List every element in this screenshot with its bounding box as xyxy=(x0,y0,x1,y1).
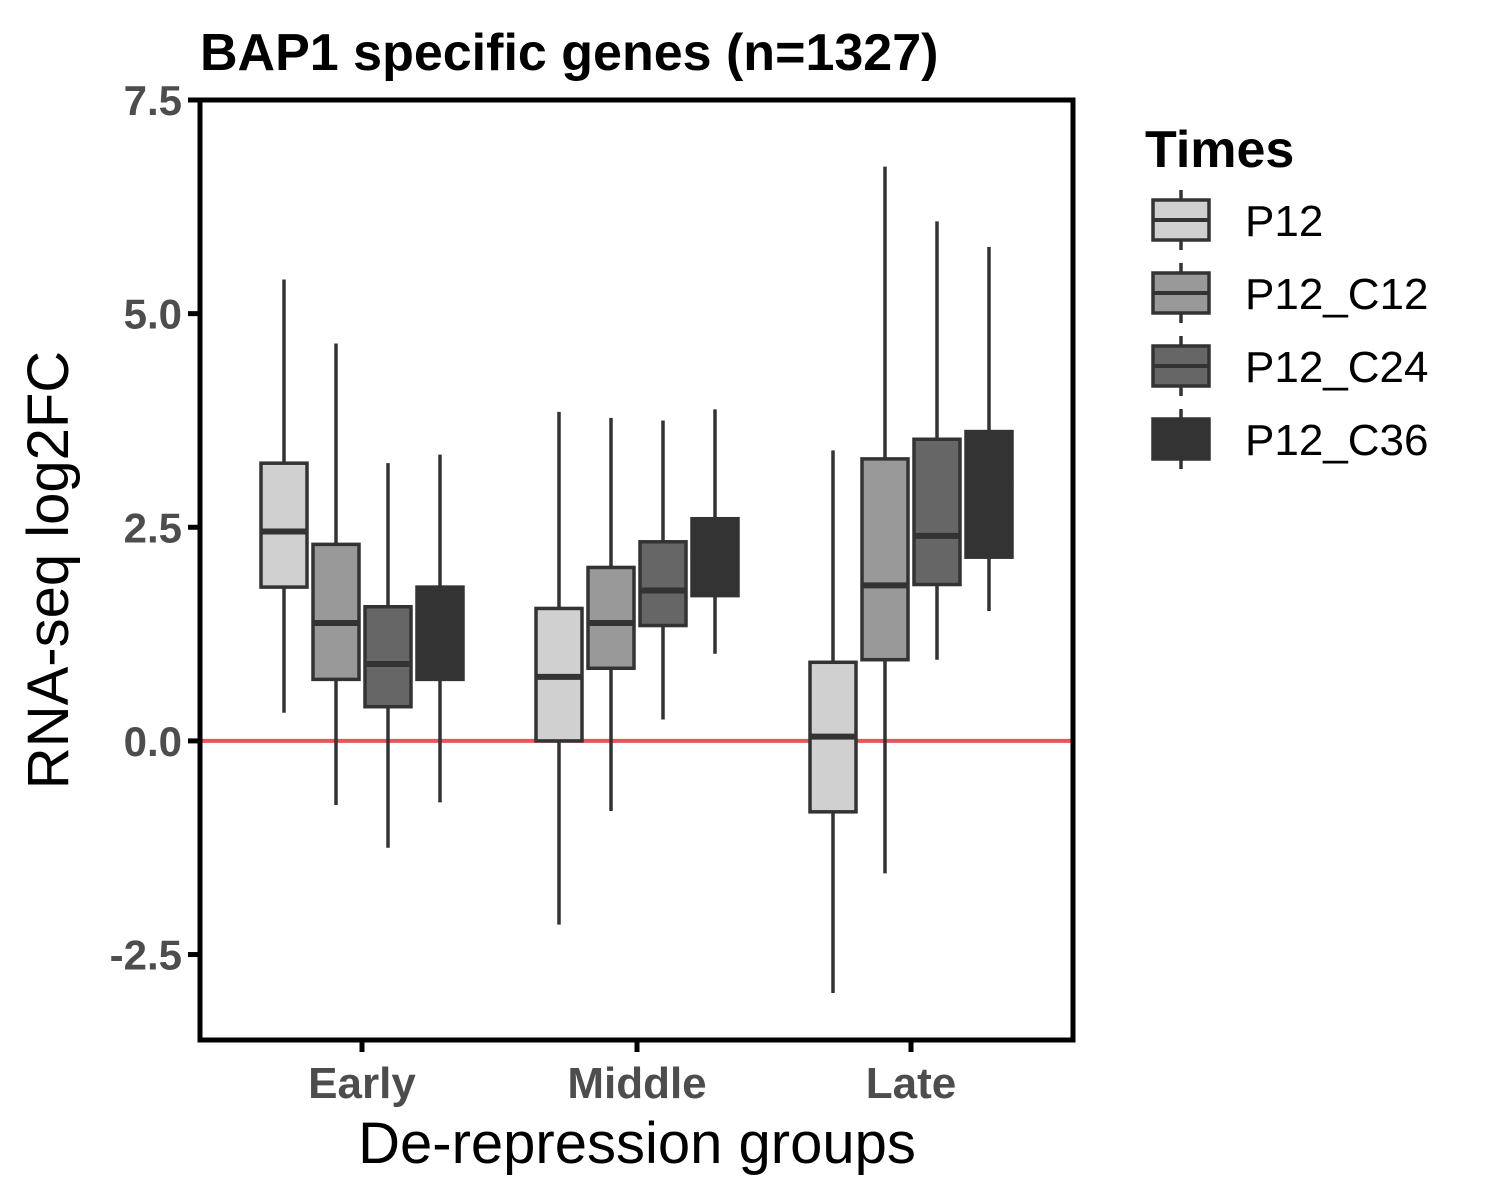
box-body xyxy=(311,542,361,682)
legend-item-P12: P12 xyxy=(1151,190,1323,250)
y-tick-label: 7.5 xyxy=(124,77,182,124)
box-body xyxy=(586,565,636,671)
box-P12_C24-Middle xyxy=(638,420,688,720)
x-tick-label: Late xyxy=(866,1059,956,1108)
box-body xyxy=(690,516,740,598)
legend-item-P12_C24: P12_C24 xyxy=(1151,336,1428,396)
y-axis-title: RNA-seq log2FC xyxy=(16,351,81,789)
box-body xyxy=(363,604,413,709)
box-body xyxy=(964,429,1014,559)
chart-title: BAP1 specific genes (n=1327) xyxy=(200,24,938,82)
x-axis-title: De-repression groups xyxy=(358,1111,916,1176)
x-tick-label: Early xyxy=(308,1059,416,1108)
box-body xyxy=(638,540,688,628)
legend-label: P12_C24 xyxy=(1245,343,1428,392)
legend-label: P12_C12 xyxy=(1245,270,1428,319)
box-body xyxy=(259,461,309,589)
plot-area: -2.5 0.0 2.5 5.0 7.5 Early Middle Late xyxy=(110,77,1076,1108)
box-P12_C12-Late xyxy=(860,166,910,874)
y-tick-label: 5.0 xyxy=(124,291,182,338)
legend-label: P12_C36 xyxy=(1245,416,1428,465)
y-tick-label: 2.5 xyxy=(124,504,182,551)
box-P12-Early xyxy=(259,279,309,713)
box-P12_C24-Early xyxy=(363,463,413,848)
panel-border xyxy=(197,97,1076,1043)
box-P12_C36-Early xyxy=(415,454,465,803)
legend-item-P12_C36: P12_C36 xyxy=(1151,409,1428,469)
box-P12_C12-Early xyxy=(311,343,361,805)
legend-label: P12 xyxy=(1245,197,1323,246)
box-P12_C24-Late xyxy=(912,221,962,660)
box-P12_C36-Middle xyxy=(690,409,740,654)
legend-item-P12_C12: P12_C12 xyxy=(1151,263,1428,323)
y-tick-label: -2.5 xyxy=(110,932,182,979)
x-tick-label: Middle xyxy=(567,1059,706,1108)
box-P12_C12-Middle xyxy=(586,417,636,811)
box-P12-Middle xyxy=(534,411,584,925)
legend: P12 P12_C12 P12_C24 P12_C36 xyxy=(1151,190,1428,469)
y-tick-label: 0.0 xyxy=(124,718,182,765)
box-P12_C36-Late xyxy=(964,246,1014,612)
box-body xyxy=(912,437,962,587)
legend-title: Times xyxy=(1145,121,1294,179)
box-body xyxy=(860,457,910,662)
box-P12-Late xyxy=(808,450,858,993)
